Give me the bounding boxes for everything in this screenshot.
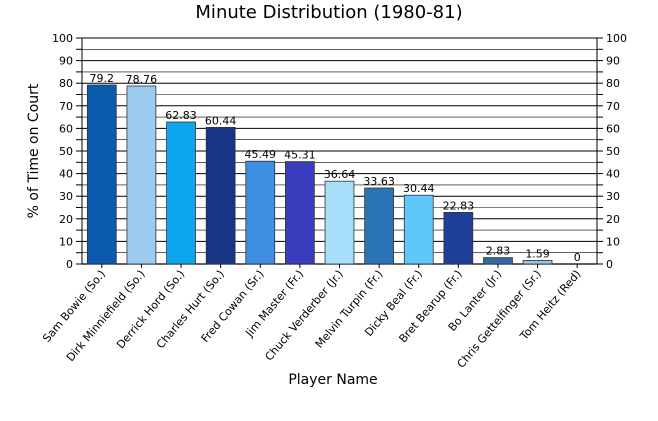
x-tick-label: Chuck Verderber (Jr.) xyxy=(262,268,345,364)
y-tick-label-right: 50 xyxy=(606,145,620,158)
y-tick-label-left: 20 xyxy=(59,213,73,226)
bar xyxy=(522,260,553,265)
y-tick-label-right: 40 xyxy=(606,168,620,181)
data-label: 78.76 xyxy=(126,73,158,86)
bar xyxy=(86,84,117,265)
bar xyxy=(285,161,315,265)
y-tick-label-left: 90 xyxy=(59,55,73,68)
data-label: 79.2 xyxy=(90,72,115,85)
y-tick-label-right: 60 xyxy=(606,122,620,135)
x-tick-label: Melvin Turpin (Fr.) xyxy=(313,268,386,351)
data-labels: 79.2 78.76 62.83 60.44 45.49 45.31 36.64 33.63 3… xyxy=(90,72,581,264)
x-tick-label: Dirk Minniefield (So.) xyxy=(64,268,148,364)
data-label: 45.49 xyxy=(245,148,277,161)
bar xyxy=(483,257,513,265)
y-tick-label-right: 80 xyxy=(606,77,620,90)
data-label: 33.63 xyxy=(363,175,395,188)
y-tick-label-right: 20 xyxy=(606,213,620,226)
y-tick-label-right: 10 xyxy=(606,235,620,248)
x-tick-labels: Sam Bowie (So.)Dirk Minniefield (So.)Der… xyxy=(40,264,583,370)
data-label: 1.59 xyxy=(525,247,550,260)
bar xyxy=(205,127,236,265)
chart-title: Minute Distribution (1980-81) xyxy=(195,2,462,23)
y-tick-label-left: 30 xyxy=(59,190,73,203)
data-label: 2.83 xyxy=(486,245,511,258)
bar xyxy=(364,187,394,265)
y-tick-label-left: 0 xyxy=(66,258,73,271)
bar xyxy=(245,160,276,265)
y-tick-label-left: 50 xyxy=(59,145,73,158)
y-tick-label-left: 100 xyxy=(52,32,73,45)
bar xyxy=(443,212,474,265)
bar xyxy=(403,194,434,265)
y-tick-label-left: 40 xyxy=(59,168,73,181)
y-tick-label-left: 70 xyxy=(59,100,73,113)
y-tick-label-right: 30 xyxy=(606,190,620,203)
x-tick-label: Derrick Hord (So.) xyxy=(114,268,187,352)
y-tick-label-left: 60 xyxy=(59,122,73,135)
y-tick-label-right: 0 xyxy=(606,258,613,271)
bars xyxy=(86,84,553,265)
data-label: 0 xyxy=(574,251,581,264)
y-tick-label-right: 90 xyxy=(606,55,620,68)
data-label: 36.64 xyxy=(324,168,356,181)
data-label: 22.83 xyxy=(443,199,475,212)
x-tick-label: Charles Hurt (So.) xyxy=(154,268,227,352)
y-tick-label-right: 100 xyxy=(606,32,627,45)
data-label: 60.44 xyxy=(205,114,237,127)
bar xyxy=(324,180,355,265)
data-label: 62.83 xyxy=(165,109,197,122)
y-tick-label-right: 70 xyxy=(606,100,620,113)
data-label: 45.31 xyxy=(284,149,316,162)
y-tick-label-left: 10 xyxy=(59,235,73,248)
y-tick-label-left: 80 xyxy=(59,77,73,90)
y-axis-label: % of Time on Court xyxy=(26,83,42,218)
x-axis-label: Player Name xyxy=(288,372,377,388)
data-label: 30.44 xyxy=(403,182,435,195)
bar xyxy=(166,121,196,265)
bar xyxy=(126,85,157,265)
